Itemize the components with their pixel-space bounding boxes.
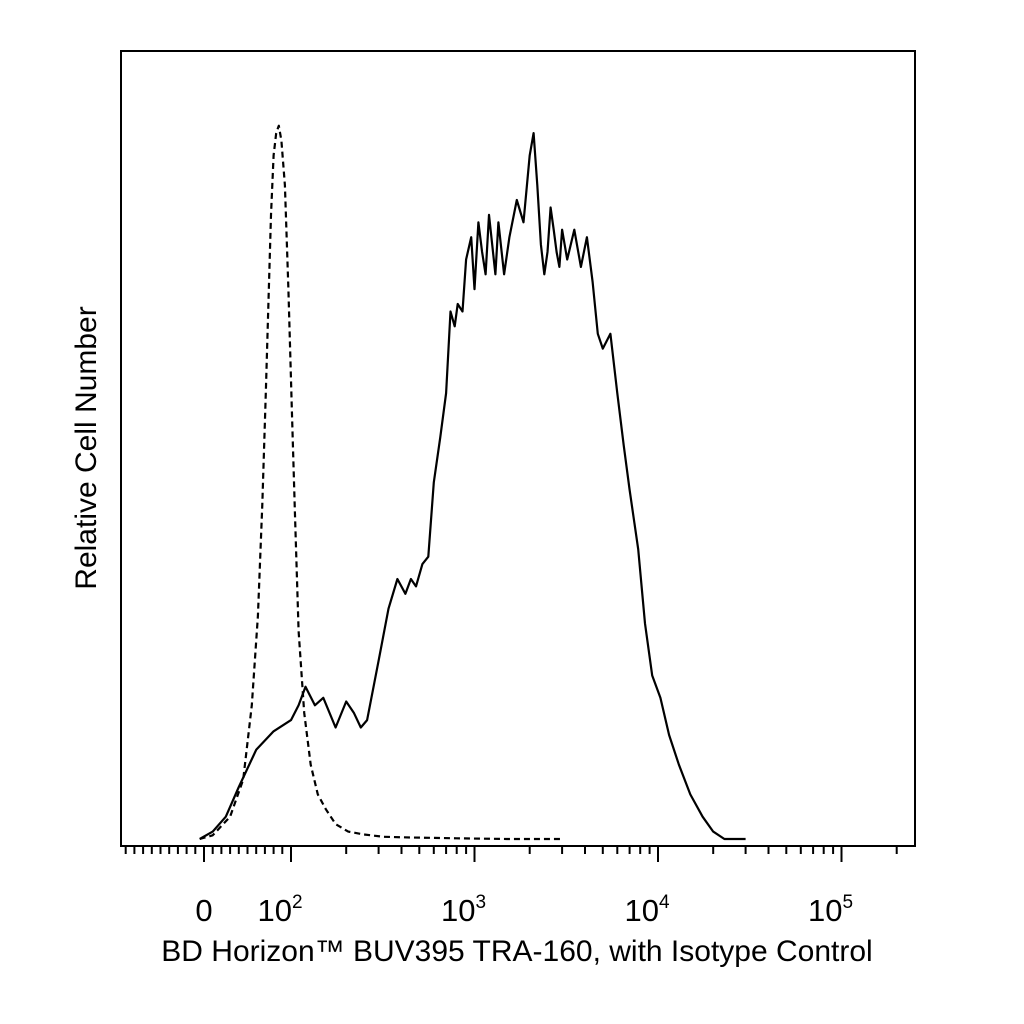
x-axis-tick-labels: 0 102 103 104 105 xyxy=(195,892,853,928)
stained-sample-curve xyxy=(199,132,746,841)
isotype-control-curve xyxy=(199,124,563,841)
plot-frame xyxy=(120,50,916,847)
x-axis-label: BD Horizon™ BUV395 TRA-160, with Isotype… xyxy=(161,935,872,968)
y-axis-label: Relative Cell Number xyxy=(70,306,103,589)
x-tick-label: 105 xyxy=(808,892,853,928)
x-axis-ticks xyxy=(124,846,898,862)
x-tick-label: 103 xyxy=(441,892,486,928)
x-tick-label: 104 xyxy=(624,892,669,928)
histogram-curves xyxy=(199,124,746,841)
x-tick-label: 102 xyxy=(257,892,302,928)
x-tick-label: 0 xyxy=(195,893,212,928)
